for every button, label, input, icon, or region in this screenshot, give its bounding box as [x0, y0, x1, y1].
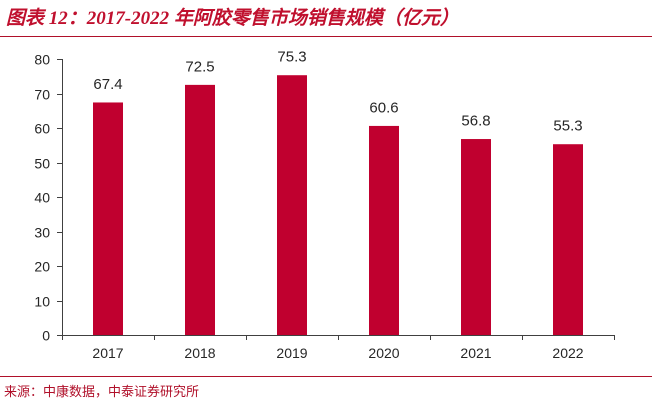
chart-title: 图表 12：2017-2022 年阿胶零售市场销售规模（亿元） [6, 8, 459, 29]
y-tick-label: 0 [42, 328, 50, 344]
bar-2021 [461, 139, 491, 335]
value-label-2017: 67.4 [93, 76, 122, 93]
y-tick-label: 20 [34, 259, 50, 275]
x-tick-label-2022: 2022 [552, 345, 583, 361]
y-tick-label: 50 [34, 156, 50, 172]
value-label-2018: 72.5 [185, 58, 214, 75]
bar-2020 [369, 125, 399, 336]
x-tick-label-2019: 2019 [276, 345, 307, 361]
x-tick-label-2021: 2021 [460, 345, 491, 361]
x-tick-label-2018: 2018 [184, 345, 215, 361]
y-tick-label: 60 [34, 121, 50, 137]
bar-2018 [185, 84, 215, 335]
value-label-2022: 55.3 [553, 118, 582, 135]
y-tick-label: 40 [34, 190, 50, 206]
y-tick-label: 80 [34, 52, 50, 68]
bar-2022 [553, 144, 583, 335]
source-note: 来源：中康数据，中泰证券研究所 [4, 384, 200, 399]
y-tick-label: 10 [34, 294, 50, 310]
value-label-2021: 56.8 [461, 113, 490, 130]
x-tick-label-2017: 2017 [92, 345, 123, 361]
bar-2017 [93, 102, 123, 335]
x-tick-label-2020: 2020 [368, 345, 399, 361]
y-tick-label: 30 [34, 225, 50, 241]
source-divider [0, 376, 652, 377]
y-tick-label: 70 [34, 87, 50, 103]
bar-2019 [277, 75, 307, 335]
title-divider [0, 36, 652, 37]
value-label-2019: 75.3 [277, 49, 306, 66]
value-label-2020: 60.6 [369, 99, 398, 116]
